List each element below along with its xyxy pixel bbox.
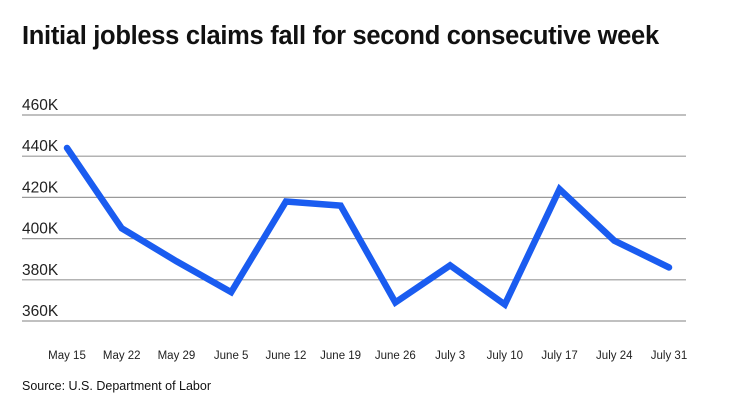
y-tick-label: 400K — [22, 221, 59, 238]
y-tick-label: 360K — [22, 303, 59, 320]
series-line — [63, 144, 673, 310]
chart-title: Initial jobless claims fall for second c… — [22, 22, 659, 50]
x-tick-label: July 17 — [541, 350, 577, 362]
y-tick-label: 460K — [22, 97, 59, 114]
x-tick-label: July 24 — [596, 350, 633, 362]
x-tick-label: June 12 — [265, 350, 306, 362]
x-tick-label: July 31 — [651, 350, 687, 362]
y-tick-label: 420K — [22, 179, 59, 196]
x-tick-label: June 26 — [375, 350, 416, 362]
x-tick-label: July 3 — [435, 350, 465, 362]
x-tick-label: May 22 — [103, 350, 141, 362]
source-note: Source: U.S. Department of Labor — [22, 379, 211, 393]
x-tick-label: June 19 — [320, 350, 361, 362]
x-tick-label: May 29 — [158, 350, 196, 362]
x-tick-label: May 15 — [48, 350, 86, 362]
y-tick-label: 440K — [22, 138, 59, 155]
x-tick-label: June 5 — [214, 350, 249, 362]
x-tick-label: July 10 — [487, 350, 523, 362]
y-tick-label: 380K — [22, 262, 59, 279]
